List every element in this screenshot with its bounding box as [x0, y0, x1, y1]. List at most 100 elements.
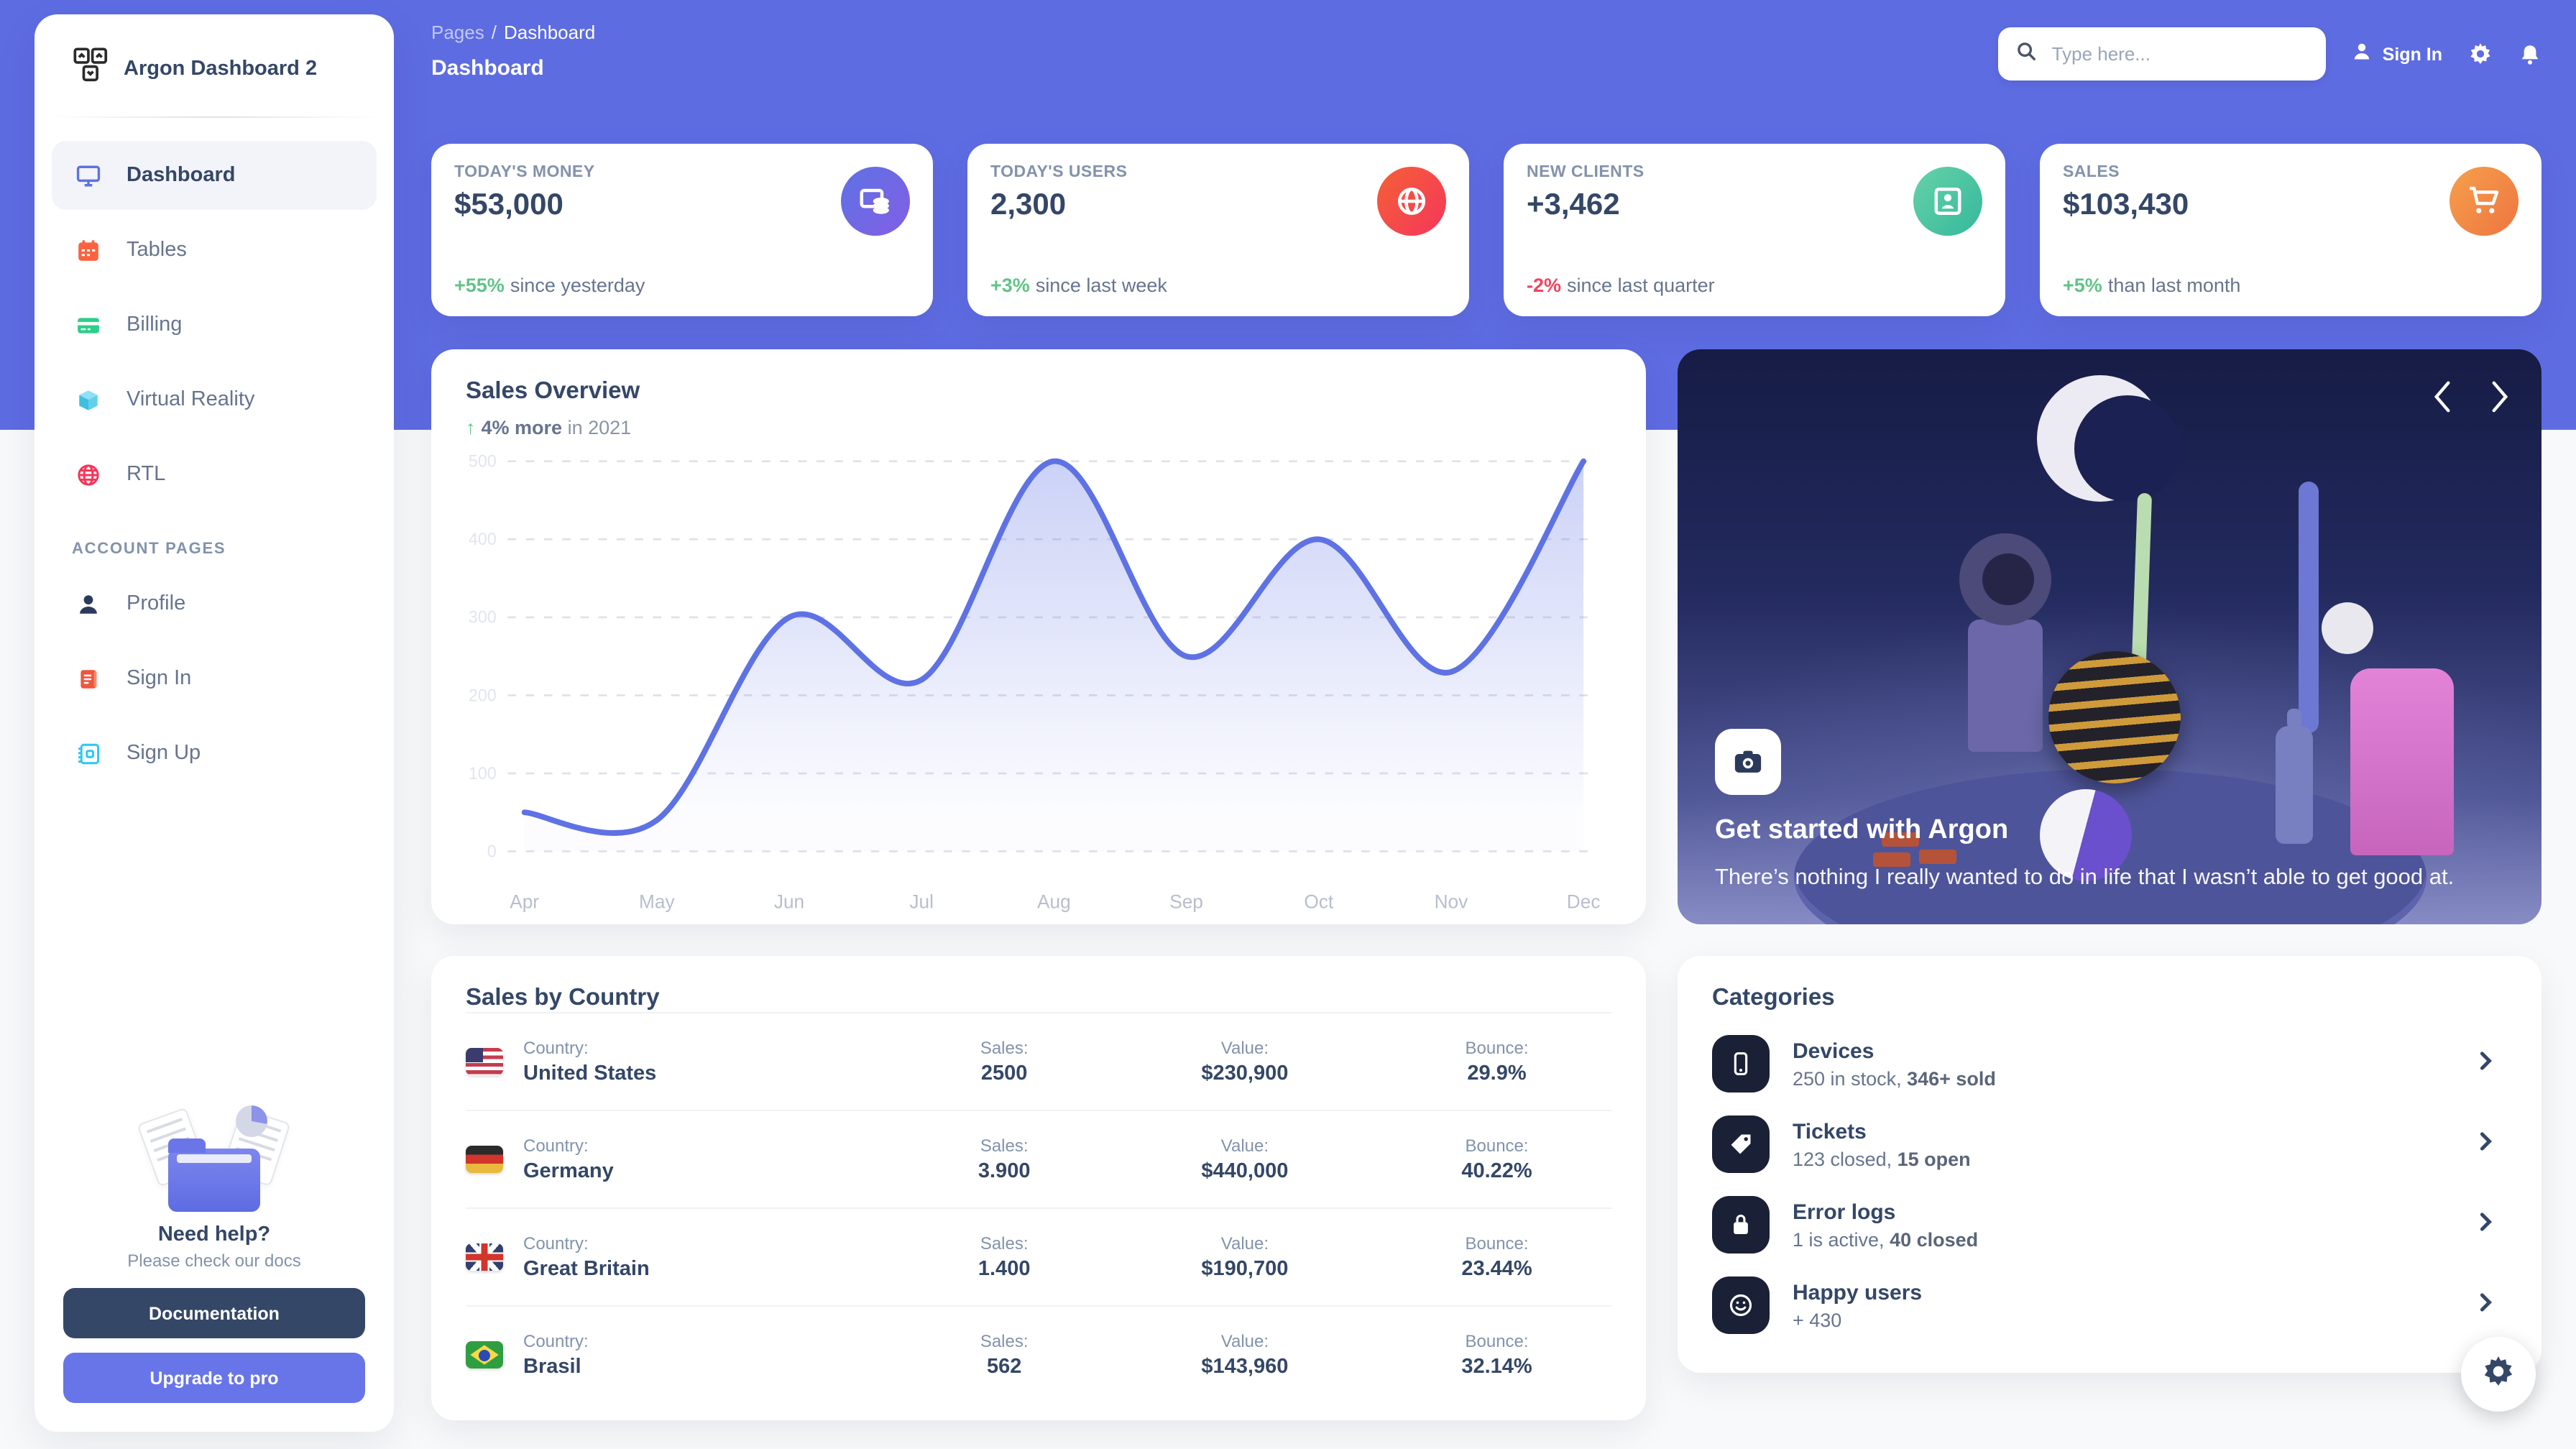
stat-card-sales[interactable]: SALES $103,430 +5% than last month [2040, 144, 2542, 316]
documentation-button[interactable]: Documentation [63, 1288, 365, 1338]
search-input[interactable] [2048, 42, 2309, 66]
value-value: $143,960 [1201, 1356, 1289, 1379]
coins-icon [841, 167, 910, 236]
carousel-caption: Get started with Argon There’s nothing I… [1715, 728, 2493, 896]
sales-overview-period: in 2021 [567, 417, 632, 438]
col-label: Value: [1220, 1331, 1269, 1351]
sidebar: Argon Dashboard 2 Dashboard Tables [34, 14, 394, 1432]
sidebar-item-profile[interactable]: Profile [52, 569, 377, 638]
search-box[interactable] [1998, 27, 2327, 80]
sidebar-item-sign-up[interactable]: Sign Up [52, 719, 377, 788]
category-tickets[interactable]: Tickets 123 closed, 15 open [1712, 1116, 2507, 1173]
sidebar-item-sign-in[interactable]: Sign In [52, 644, 377, 713]
sidebar-item-tables[interactable]: Tables [52, 216, 377, 285]
categories-card: Categories Devices 250 in stock, 346+ so… [1678, 956, 2542, 1373]
stat-card-todays-users[interactable]: TODAY'S USERS 2,300 +3% since last week [967, 144, 1469, 316]
svg-text:Sep: Sep [1169, 891, 1203, 912]
globe-icon [1377, 167, 1446, 236]
stat-card-todays-money[interactable]: TODAY'S MONEY $53,000 +55% since yesterda… [431, 144, 933, 316]
col-label: Sales: [980, 1136, 1029, 1156]
sidebar-divider [49, 116, 380, 118]
camera-icon[interactable] [1715, 728, 1781, 795]
sidebar-item-dashboard[interactable]: Dashboard [52, 141, 377, 210]
sign-in-button[interactable]: Sign In [2352, 42, 2442, 66]
line-chart: 0 100 200 300 400 500 Apr May Jun Jul Aug Sep Oct No… [469, 451, 1601, 912]
category-happy-users[interactable]: Happy users + 430 [1712, 1276, 2507, 1334]
brand-name: Argon Dashboard 2 [124, 57, 318, 80]
calendar-icon [69, 231, 106, 269]
notifications-bell-icon[interactable] [2518, 42, 2542, 65]
svg-text:Apr: Apr [510, 891, 539, 912]
sales-value: 2500 [980, 1062, 1028, 1085]
chevron-right-icon[interactable] [2480, 1050, 2493, 1077]
sidebar-item-label: Sign In [126, 667, 192, 690]
stat-delta: +5% [2063, 275, 2102, 296]
col-label: Value: [1220, 1136, 1269, 1156]
svg-text:Nov: Nov [1435, 891, 1468, 912]
chevron-left-icon[interactable] [2432, 381, 2452, 413]
category-devices[interactable]: Devices 250 in stock, 346+ sold [1712, 1035, 2507, 1092]
promo-carousel[interactable]: Get started with Argon There’s nothing I… [1678, 349, 2542, 924]
carousel-description: There’s nothing I really wanted to do in… [1715, 865, 2455, 890]
chevron-right-icon[interactable] [2480, 1292, 2493, 1319]
svg-text:Aug: Aug [1037, 891, 1071, 912]
svg-text:Jul: Jul [909, 891, 934, 912]
category-label: Devices [1793, 1039, 1874, 1063]
scene-striped-ball [2048, 651, 2181, 783]
svg-text:0: 0 [487, 842, 497, 860]
svg-text:May: May [639, 891, 675, 912]
value-value: $230,900 [1201, 1062, 1289, 1085]
account-pages-label: ACCOUNT PAGES [72, 540, 226, 558]
chevron-right-icon[interactable] [2480, 1211, 2493, 1238]
col-label: Value: [1220, 1038, 1269, 1058]
svg-text:500: 500 [469, 451, 497, 470]
col-label: Country: [523, 1233, 589, 1254]
top-navbar: Pages / Dashboard Dashboard Sign In [431, 0, 2542, 144]
svg-text:Oct: Oct [1304, 891, 1333, 912]
stat-note-text: since yesterday [510, 275, 645, 296]
table-row[interactable]: Country: Germany Sales: 3.900 Value: $440,0… [466, 1110, 1611, 1208]
col-label: Sales: [980, 1038, 1029, 1058]
col-label: Country: [523, 1331, 589, 1351]
sidebar-item-virtual-reality[interactable]: Virtual Reality [52, 365, 377, 434]
sidebar-item-rtl[interactable]: RTL [52, 440, 377, 509]
country-value: Great Britain [523, 1258, 650, 1281]
table-row[interactable]: Country: Brasil Sales: 562 Value: $143,960 … [466, 1305, 1611, 1403]
table-row[interactable]: Country: United States Sales: 2500 Value: $… [466, 1012, 1611, 1110]
sidebar-item-billing[interactable]: Billing [52, 290, 377, 359]
bounce-value: 23.44% [1461, 1258, 1532, 1281]
pie-chart-doodle [236, 1105, 267, 1137]
sidebar-item-label: Billing [126, 313, 183, 336]
stat-label: SALES [2063, 164, 2120, 181]
scene-pedestal [1968, 620, 2043, 752]
sidebar-item-label: RTL [126, 463, 166, 486]
help-box: Need help? Please check our docs Documen… [34, 1105, 394, 1432]
scene-pink-block [2350, 668, 2454, 855]
stat-note: +55% since yesterday [454, 275, 910, 296]
settings-gear-icon[interactable] [2468, 42, 2493, 66]
tag-icon [1712, 1116, 1770, 1173]
table-row[interactable]: Country: Great Britain Sales: 1.400 Value:… [466, 1208, 1611, 1305]
settings-fab[interactable] [2461, 1337, 2536, 1412]
stat-delta: +55% [454, 275, 505, 296]
col-label: Bounce: [1465, 1136, 1529, 1156]
brand[interactable]: Argon Dashboard 2 [34, 14, 394, 116]
upgrade-to-pro-button[interactable]: Upgrade to pro [63, 1353, 365, 1403]
svg-text:400: 400 [469, 530, 497, 548]
chevron-right-icon[interactable] [2490, 381, 2510, 413]
stat-label: NEW CLIENTS [1527, 164, 1644, 181]
svg-text:Jun: Jun [774, 891, 804, 912]
category-description: + 430 [1793, 1309, 1842, 1330]
brand-logo-icon [72, 46, 109, 91]
cube-icon [69, 381, 106, 418]
sales-overview-card: Sales Overview ↑ 4% more in 2021 0 100 2 [431, 349, 1646, 924]
stat-note-text: since last week [1035, 275, 1167, 296]
breadcrumb-root[interactable]: Pages [431, 22, 484, 43]
svg-text:300: 300 [469, 608, 497, 627]
chevron-right-icon[interactable] [2480, 1131, 2493, 1158]
stat-card-new-clients[interactable]: NEW CLIENTS +3,462 -2% since last quarter [1504, 144, 2005, 316]
sidebar-item-label: Tables [126, 239, 187, 262]
category-error-logs[interactable]: Error logs 1 is active, 40 closed [1712, 1196, 2507, 1254]
stat-value: +3,462 [1527, 188, 1620, 221]
